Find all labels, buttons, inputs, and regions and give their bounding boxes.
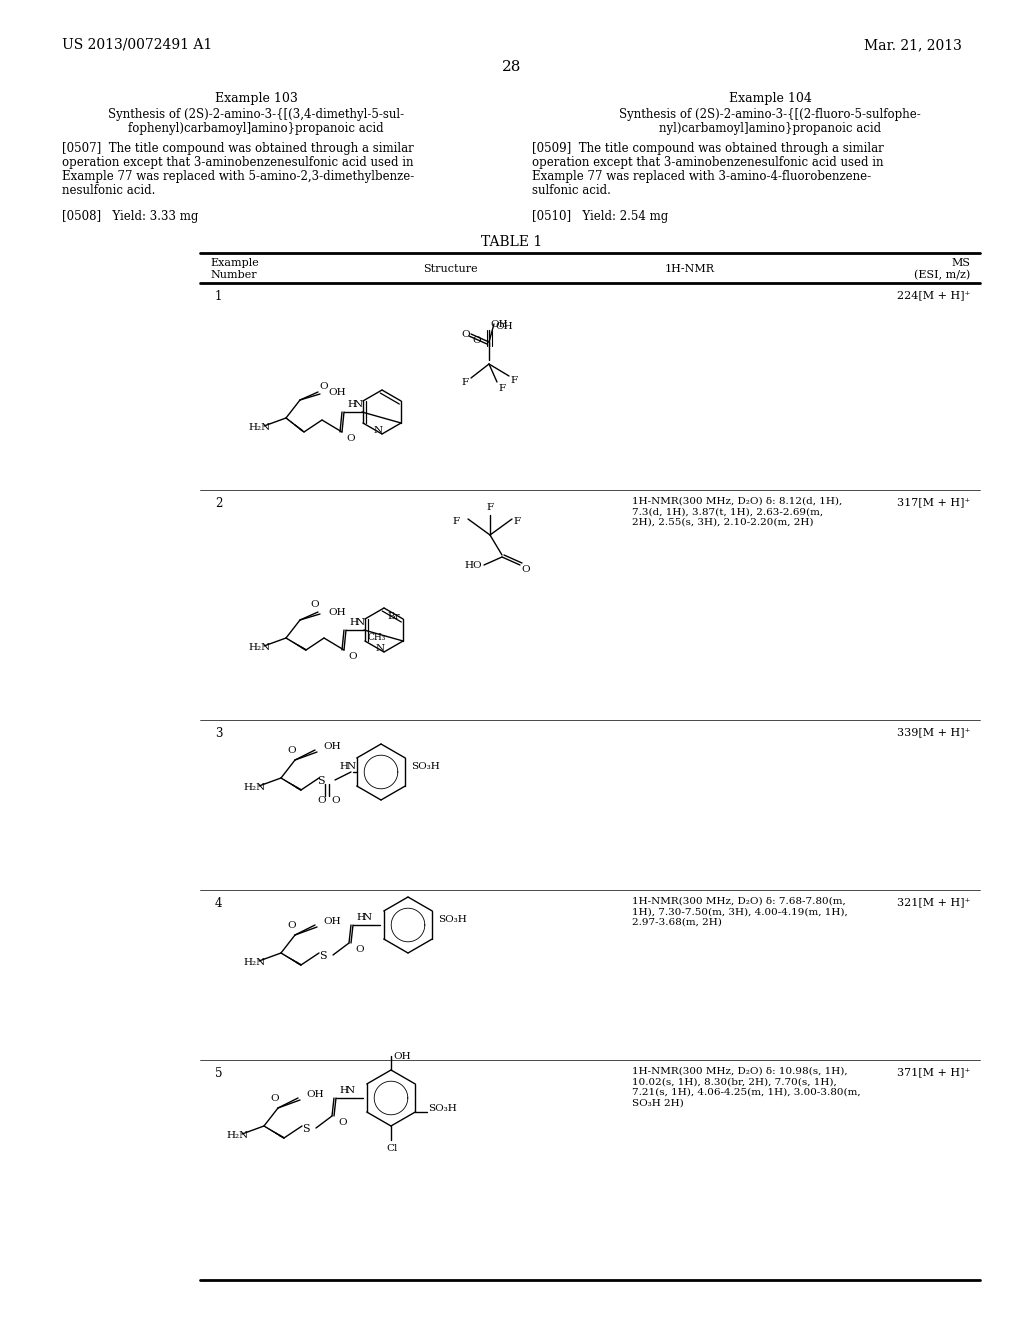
Text: O: O bbox=[331, 796, 340, 805]
Text: O: O bbox=[310, 601, 318, 609]
Text: 1H-NMR: 1H-NMR bbox=[665, 264, 715, 275]
Text: O: O bbox=[338, 1118, 347, 1127]
Text: CH₃: CH₃ bbox=[368, 634, 386, 642]
Text: O: O bbox=[346, 434, 354, 444]
Text: 1H-NMR(300 MHz, D₂O) δ: 7.68-7.80(m,
1H), 7.30-7.50(m, 3H), 4.00-4.19(m, 1H),
2.: 1H-NMR(300 MHz, D₂O) δ: 7.68-7.80(m, 1H)… bbox=[632, 898, 848, 927]
Text: N: N bbox=[354, 400, 364, 409]
Text: Br: Br bbox=[387, 612, 399, 620]
Text: O: O bbox=[348, 652, 356, 661]
Text: 1: 1 bbox=[215, 290, 222, 304]
Text: O: O bbox=[355, 945, 364, 954]
Text: OH: OH bbox=[490, 319, 508, 329]
Text: N: N bbox=[346, 1086, 355, 1096]
Text: [0508]   Yield: 3.33 mg: [0508] Yield: 3.33 mg bbox=[62, 210, 199, 223]
Text: OH: OH bbox=[495, 322, 513, 331]
Text: H: H bbox=[339, 1086, 348, 1096]
Text: O: O bbox=[461, 330, 470, 339]
Text: OH: OH bbox=[323, 742, 341, 751]
Text: N: N bbox=[362, 913, 372, 921]
Text: [0509]  The title compound was obtained through a similar: [0509] The title compound was obtained t… bbox=[532, 143, 884, 154]
Text: H: H bbox=[349, 618, 358, 627]
Text: 224[M + H]⁺: 224[M + H]⁺ bbox=[897, 290, 970, 300]
Text: F: F bbox=[486, 503, 494, 512]
Text: S: S bbox=[302, 1125, 309, 1134]
Text: SO₃H: SO₃H bbox=[411, 762, 439, 771]
Text: F: F bbox=[510, 376, 517, 385]
Text: US 2013/0072491 A1: US 2013/0072491 A1 bbox=[62, 38, 212, 51]
Text: Example 77 was replaced with 3-amino-4-fluorobenzene-: Example 77 was replaced with 3-amino-4-f… bbox=[532, 170, 871, 183]
Text: H₂N: H₂N bbox=[243, 783, 265, 792]
Text: 371[M + H]⁺: 371[M + H]⁺ bbox=[897, 1067, 970, 1077]
Text: F: F bbox=[498, 384, 505, 393]
Text: SO₃H: SO₃H bbox=[428, 1104, 457, 1113]
Text: S: S bbox=[317, 776, 325, 785]
Text: H₂N: H₂N bbox=[226, 1131, 248, 1140]
Text: MS: MS bbox=[951, 257, 970, 268]
Text: OH: OH bbox=[393, 1052, 411, 1061]
Text: Structure: Structure bbox=[423, 264, 477, 275]
Text: Synthesis of (2S)-2-amino-3-{[(2-fluoro-5-sulfophe-: Synthesis of (2S)-2-amino-3-{[(2-fluoro-… bbox=[620, 108, 921, 121]
Text: H: H bbox=[339, 762, 348, 771]
Text: H₂N: H₂N bbox=[248, 643, 270, 652]
Text: O: O bbox=[319, 381, 328, 391]
Text: H: H bbox=[347, 400, 356, 409]
Text: O: O bbox=[270, 1094, 279, 1104]
Text: 4: 4 bbox=[215, 898, 222, 909]
Text: Number: Number bbox=[210, 271, 257, 280]
Text: N: N bbox=[347, 762, 356, 771]
Text: F: F bbox=[513, 517, 520, 525]
Text: 3: 3 bbox=[215, 727, 222, 741]
Text: TABLE 1: TABLE 1 bbox=[481, 235, 543, 249]
Text: 321[M + H]⁺: 321[M + H]⁺ bbox=[897, 898, 970, 907]
Text: Example 103: Example 103 bbox=[215, 92, 297, 106]
Text: SO₃H: SO₃H bbox=[438, 915, 467, 924]
Text: 2: 2 bbox=[215, 498, 222, 510]
Text: 28: 28 bbox=[503, 59, 521, 74]
Text: S: S bbox=[319, 950, 327, 961]
Text: OH: OH bbox=[323, 917, 341, 927]
Text: H: H bbox=[356, 913, 365, 921]
Text: H₂N: H₂N bbox=[243, 958, 265, 968]
Text: Mar. 21, 2013: Mar. 21, 2013 bbox=[864, 38, 962, 51]
Text: 5: 5 bbox=[215, 1067, 222, 1080]
Text: 339[M + H]⁺: 339[M + H]⁺ bbox=[897, 727, 970, 737]
Text: OH: OH bbox=[328, 388, 346, 397]
Text: OH: OH bbox=[306, 1090, 324, 1100]
Text: Example 104: Example 104 bbox=[728, 92, 811, 106]
Text: N: N bbox=[374, 426, 383, 436]
Text: operation except that 3-aminobenzenesulfonic acid used in: operation except that 3-aminobenzenesulf… bbox=[62, 156, 414, 169]
Text: O: O bbox=[317, 796, 326, 805]
Text: O: O bbox=[287, 746, 296, 755]
Text: N: N bbox=[376, 644, 385, 653]
Text: F: F bbox=[461, 378, 468, 387]
Text: (ESI, m/z): (ESI, m/z) bbox=[913, 271, 970, 280]
Text: nesulfonic acid.: nesulfonic acid. bbox=[62, 183, 156, 197]
Text: operation except that 3-aminobenzenesulfonic acid used in: operation except that 3-aminobenzenesulf… bbox=[532, 156, 884, 169]
Text: Cl: Cl bbox=[386, 1144, 397, 1152]
Text: N: N bbox=[356, 618, 366, 627]
Text: Synthesis of (2S)-2-amino-3-{[(3,4-dimethyl-5-sul-: Synthesis of (2S)-2-amino-3-{[(3,4-dimet… bbox=[108, 108, 404, 121]
Text: O: O bbox=[287, 921, 296, 931]
Text: O: O bbox=[472, 337, 480, 345]
Text: OH: OH bbox=[328, 609, 346, 616]
Text: 317[M + H]⁺: 317[M + H]⁺ bbox=[897, 498, 970, 507]
Text: sulfonic acid.: sulfonic acid. bbox=[532, 183, 611, 197]
Text: Example: Example bbox=[210, 257, 259, 268]
Text: [0510]   Yield: 2.54 mg: [0510] Yield: 2.54 mg bbox=[532, 210, 669, 223]
Text: fophenyl)carbamoyl]amino}propanoic acid: fophenyl)carbamoyl]amino}propanoic acid bbox=[128, 121, 384, 135]
Text: 1H-NMR(300 MHz, D₂O) δ: 8.12(d, 1H),
7.3(d, 1H), 3.87(t, 1H), 2.63-2.69(m,
2H), : 1H-NMR(300 MHz, D₂O) δ: 8.12(d, 1H), 7.3… bbox=[632, 498, 843, 527]
Text: O: O bbox=[521, 565, 529, 574]
Text: nyl)carbamoyl]amino}propanoic acid: nyl)carbamoyl]amino}propanoic acid bbox=[658, 121, 881, 135]
Text: 1H-NMR(300 MHz, D₂O) δ: 10.98(s, 1H),
10.02(s, 1H), 8.30(br, 2H), 7.70(s, 1H),
7: 1H-NMR(300 MHz, D₂O) δ: 10.98(s, 1H), 10… bbox=[632, 1067, 860, 1107]
Text: H₂N: H₂N bbox=[248, 422, 270, 432]
Text: F: F bbox=[452, 517, 459, 525]
Text: HO: HO bbox=[464, 561, 481, 570]
Text: Example 77 was replaced with 5-amino-2,3-dimethylbenze-: Example 77 was replaced with 5-amino-2,3… bbox=[62, 170, 415, 183]
Text: [0507]  The title compound was obtained through a similar: [0507] The title compound was obtained t… bbox=[62, 143, 414, 154]
